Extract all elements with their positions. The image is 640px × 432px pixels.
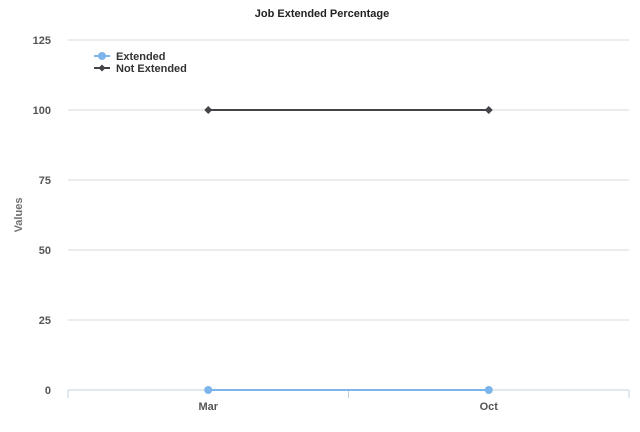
data-point (484, 106, 493, 114)
series-group (204, 106, 493, 394)
x-tick-label: Mar (198, 401, 218, 413)
x-axis: Mar Oct (67, 389, 630, 413)
data-point (204, 106, 213, 114)
chart-title: Job Extended Percentage (255, 8, 390, 20)
y-tick-label: 100 (33, 105, 51, 117)
legend-label: Extended (116, 51, 166, 63)
data-point (204, 386, 213, 394)
y-tick-label: 25 (39, 315, 51, 327)
y-tick-label: 0 (45, 385, 51, 397)
y-axis-title: Values (13, 198, 25, 233)
y-axis-ticks: 0 25 50 75 100 125 (33, 35, 51, 397)
y-tick-label: 125 (33, 35, 51, 47)
y-tick-label: 75 (39, 175, 51, 187)
x-tick-label: Oct (480, 401, 499, 413)
legend-item[interactable]: Extended (94, 51, 166, 63)
legend-diamond-marker (98, 64, 106, 72)
gridlines (68, 39, 629, 321)
legend-circle-marker (98, 52, 106, 60)
legend-item[interactable]: Not Extended (94, 63, 187, 75)
legend-label: Not Extended (116, 63, 187, 75)
y-tick-label: 50 (39, 245, 51, 257)
data-point (484, 386, 493, 394)
